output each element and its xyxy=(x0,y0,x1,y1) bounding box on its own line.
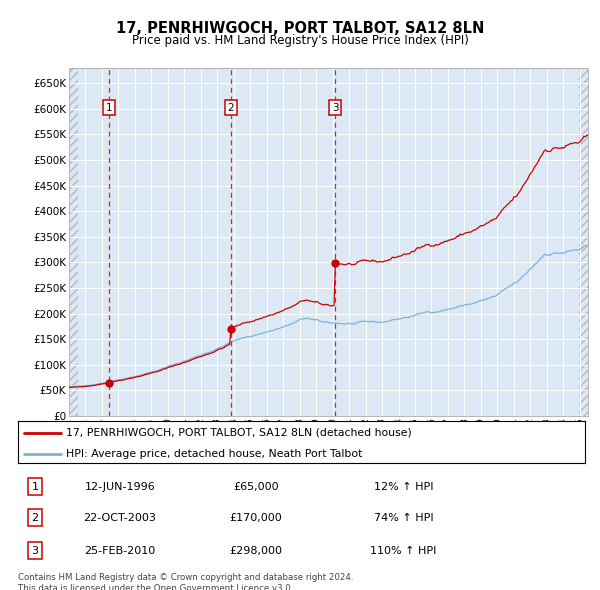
Text: £65,000: £65,000 xyxy=(233,482,279,491)
Text: 12-JUN-1996: 12-JUN-1996 xyxy=(85,482,155,491)
Text: 17, PENRHIWGOCH, PORT TALBOT, SA12 8LN: 17, PENRHIWGOCH, PORT TALBOT, SA12 8LN xyxy=(116,21,484,35)
Text: £170,000: £170,000 xyxy=(230,513,283,523)
Text: 1: 1 xyxy=(32,482,38,491)
Text: 2: 2 xyxy=(227,103,234,113)
Text: 12% ↑ HPI: 12% ↑ HPI xyxy=(374,482,433,491)
Text: 1: 1 xyxy=(106,103,113,113)
Text: 3: 3 xyxy=(32,546,38,556)
Text: 110% ↑ HPI: 110% ↑ HPI xyxy=(370,546,437,556)
Bar xyxy=(69,68,78,416)
Text: Price paid vs. HM Land Registry's House Price Index (HPI): Price paid vs. HM Land Registry's House … xyxy=(131,34,469,47)
Text: Contains HM Land Registry data © Crown copyright and database right 2024.: Contains HM Land Registry data © Crown c… xyxy=(18,573,353,582)
Text: 74% ↑ HPI: 74% ↑ HPI xyxy=(374,513,433,523)
Text: 25-FEB-2010: 25-FEB-2010 xyxy=(85,546,155,556)
Text: HPI: Average price, detached house, Neath Port Talbot: HPI: Average price, detached house, Neat… xyxy=(66,449,362,459)
Text: 2: 2 xyxy=(31,513,38,523)
Text: 17, PENRHIWGOCH, PORT TALBOT, SA12 8LN (detached house): 17, PENRHIWGOCH, PORT TALBOT, SA12 8LN (… xyxy=(66,428,412,438)
Text: 22-OCT-2003: 22-OCT-2003 xyxy=(83,513,157,523)
Text: 3: 3 xyxy=(332,103,338,113)
Bar xyxy=(579,68,588,416)
Text: £298,000: £298,000 xyxy=(230,546,283,556)
Text: This data is licensed under the Open Government Licence v3.0.: This data is licensed under the Open Gov… xyxy=(18,584,293,590)
